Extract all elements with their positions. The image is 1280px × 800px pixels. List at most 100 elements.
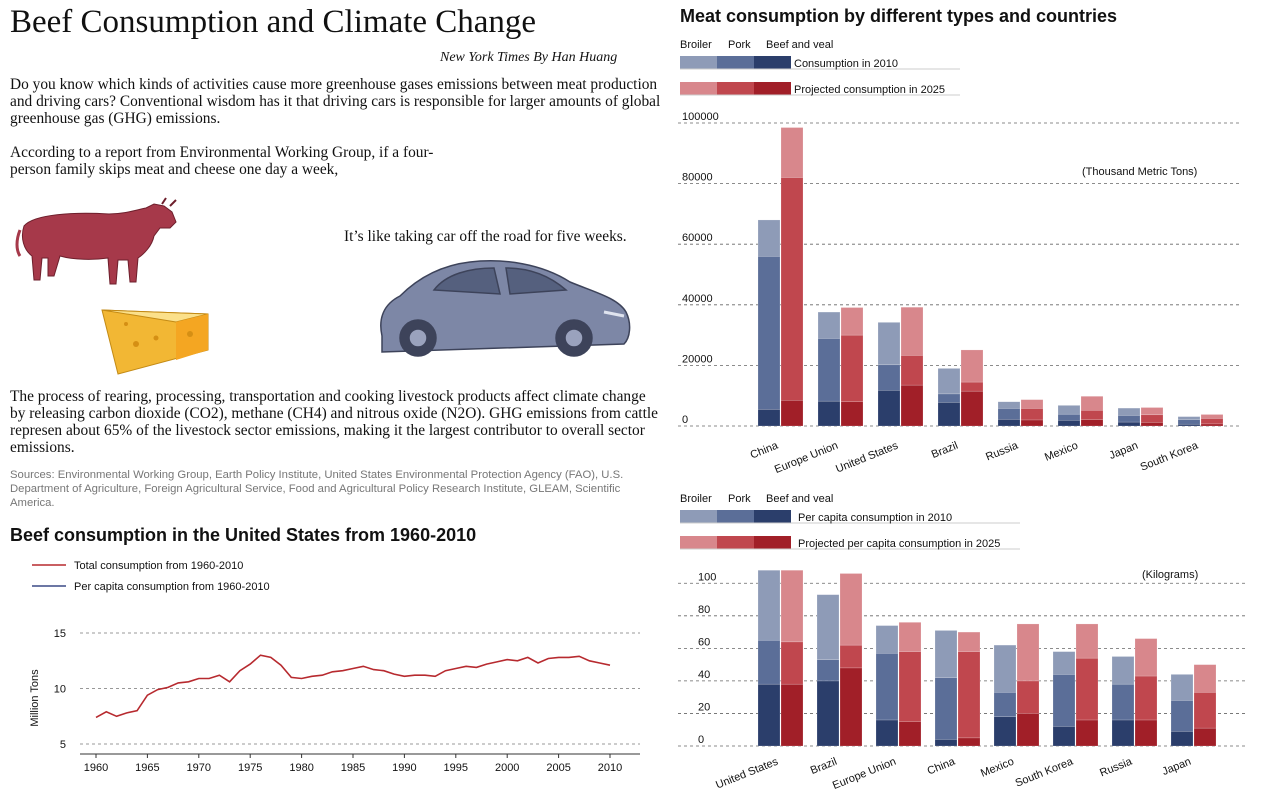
x-tick-label: 1980	[289, 762, 313, 774]
bar-segment	[1177, 423, 1201, 427]
bar-segment	[1020, 399, 1044, 409]
bar-segment	[1052, 674, 1076, 727]
x-tick-label: Europe Union	[831, 756, 898, 792]
byline: New York Times By Han Huang	[440, 50, 618, 65]
bar-segment	[1075, 657, 1099, 721]
y-tick-label: 60000	[682, 232, 713, 244]
bar-legend: Broiler Pork Beef and veal Consumption in 2…	[680, 39, 960, 96]
y-tick-label: 20	[698, 701, 710, 713]
x-tick-label: Mexico	[1043, 440, 1080, 464]
bar-segment	[900, 306, 924, 356]
bar-segment	[817, 338, 841, 402]
intro-paragraph: Do you know which kinds of activities ca…	[10, 76, 661, 127]
x-tick-label: United States	[714, 755, 780, 791]
bar-segment	[993, 644, 1017, 693]
bar-segment	[1134, 719, 1158, 747]
y-tick-label: 100	[698, 571, 716, 583]
bar-segment	[839, 573, 863, 646]
legend-swatch	[680, 510, 717, 523]
bar-segment	[1016, 713, 1040, 747]
bar-segment	[997, 419, 1021, 427]
y-tick-label: 80000	[682, 172, 713, 184]
bar-segment	[1193, 727, 1217, 747]
bar-segment	[840, 307, 864, 336]
bar-segment	[1016, 623, 1040, 682]
page-title: Beef Consumption and Climate Change	[10, 4, 537, 40]
bar-segment	[1134, 638, 1158, 677]
legend-swatch	[717, 56, 754, 69]
bar-segment	[1057, 419, 1081, 427]
cow-icon	[15, 197, 177, 285]
legend-type-label: Broiler	[680, 39, 712, 51]
cheese-illustration	[101, 309, 209, 375]
bar-segment	[780, 570, 804, 643]
bar-segment	[1177, 416, 1201, 420]
y-tick-label: 40000	[682, 293, 713, 305]
bar-segment	[934, 677, 958, 740]
bar-segment	[757, 683, 781, 747]
legend-swatch	[717, 82, 754, 95]
bar-segment	[1117, 407, 1141, 416]
bar-segment	[1193, 664, 1217, 693]
bar-segment	[1200, 423, 1224, 427]
x-tick-label: Russia	[1098, 755, 1134, 779]
legend-type-label: Broiler	[680, 493, 712, 505]
bar-segment	[960, 390, 984, 427]
bar-segment	[1140, 422, 1164, 427]
bar-segment	[993, 692, 1017, 717]
x-tick-label: 1995	[444, 762, 468, 774]
bar-segment	[875, 652, 899, 721]
bar-segment	[1075, 623, 1099, 659]
bar-segment	[780, 177, 804, 401]
bar-segment	[898, 721, 922, 747]
bar-segment	[1057, 413, 1081, 421]
bar-segment	[1020, 408, 1044, 421]
x-tick-label: 1975	[238, 762, 262, 774]
bar-segment	[957, 631, 981, 652]
legend-type-label: Beef and veal	[766, 493, 833, 505]
y-tick-label: 15	[54, 628, 66, 640]
x-tick-label: Japan	[1161, 756, 1193, 778]
bar-segment	[900, 384, 924, 427]
bar-segment	[934, 739, 958, 747]
bar-segment	[816, 680, 840, 747]
line-chart-title: Beef consumption in the United States fr…	[10, 525, 477, 545]
legend-series-label: Consumption in 2010	[794, 58, 898, 70]
x-tick-label: 1960	[84, 762, 108, 774]
bar-segment	[1111, 719, 1135, 747]
bar-segment	[1057, 405, 1081, 415]
bar-segment	[1080, 409, 1104, 420]
x-tick-label: 1990	[392, 762, 416, 774]
bar-segment	[1200, 414, 1224, 419]
bar-legend: Broiler Pork Beef and veal Per capita consu…	[680, 493, 1020, 550]
cow-illustration	[15, 197, 177, 285]
bar-segment	[875, 625, 899, 654]
bar-segment	[757, 639, 781, 685]
bar-segment	[1117, 421, 1141, 427]
bar-segment	[937, 393, 961, 403]
legend-label-total: Total consumption from 1960-2010	[74, 560, 243, 572]
bar-segment	[1111, 683, 1135, 721]
bar-segment	[1020, 419, 1044, 427]
legend-type-label: Pork	[728, 493, 751, 505]
car-illustration	[380, 260, 631, 357]
car-caption: It’s like taking car off the road for fi…	[344, 228, 627, 245]
legend-series-label: Per capita consumption in 2010	[798, 512, 952, 524]
line-chart: Total consumption from 1960-2010 Per cap…	[29, 560, 640, 774]
series-line-total	[95, 654, 611, 719]
bar-segment	[757, 570, 781, 641]
x-tick-label: Japan	[1108, 440, 1140, 462]
legend-series-label: Projected consumption in 2025	[794, 84, 945, 96]
x-tick-label: Mexico	[979, 756, 1016, 780]
bar-segment	[1177, 419, 1201, 425]
x-tick-label: China	[749, 439, 781, 461]
bar-segment	[817, 311, 841, 339]
y-tick-label: 5	[60, 739, 66, 751]
bar-segment	[840, 401, 864, 427]
bar-segment	[816, 594, 840, 661]
x-tick-label: 1965	[135, 762, 159, 774]
bar-segment	[840, 334, 864, 403]
bar-segment	[877, 389, 901, 427]
bar-segment	[1052, 651, 1076, 675]
bar-segment	[780, 683, 804, 747]
